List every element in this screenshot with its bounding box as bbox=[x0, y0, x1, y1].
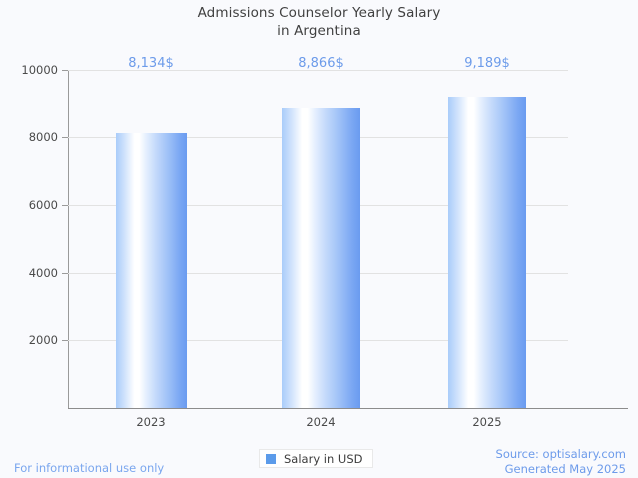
chart-title-line-1: Admissions Counselor Yearly Salary bbox=[197, 5, 441, 21]
footer-generated: Generated May 2025 bbox=[504, 462, 626, 476]
y-axis-line bbox=[68, 70, 69, 409]
footer-source: Source: optisalary.com bbox=[495, 447, 626, 461]
y-tick-mark bbox=[62, 273, 68, 274]
y-tick-label-2000: 2000 bbox=[28, 333, 58, 347]
legend-label-salary-in-usd: Salary in USD bbox=[284, 451, 363, 466]
chart-title-line-2: in Argentina bbox=[277, 23, 361, 39]
bar-2024[interactable] bbox=[282, 108, 360, 408]
y-tick-mark bbox=[62, 70, 68, 71]
chart-legend[interactable]: Salary in USD bbox=[259, 449, 373, 468]
y-tick-label-8000: 8000 bbox=[28, 130, 58, 144]
y-tick-mark bbox=[62, 137, 68, 138]
bar-2025[interactable] bbox=[448, 97, 526, 408]
x-tick-label-2025: 2025 bbox=[472, 415, 502, 429]
y-tick-label-10000: 10000 bbox=[21, 63, 58, 77]
y-tick-mark bbox=[62, 340, 68, 341]
y-tick-mark bbox=[62, 205, 68, 206]
bar-label-2025: 9,189$ bbox=[464, 56, 510, 71]
x-tick-label-2023: 2023 bbox=[136, 415, 166, 429]
bar-2023[interactable] bbox=[116, 133, 187, 408]
footer-attribution: Source: optisalary.com Generated May 202… bbox=[496, 447, 626, 477]
y-tick-label-6000: 6000 bbox=[28, 198, 58, 212]
gridline bbox=[68, 70, 568, 71]
footer-disclaimer: For informational use only bbox=[14, 461, 165, 475]
y-tick-label-4000: 4000 bbox=[28, 266, 58, 280]
x-axis-line bbox=[68, 408, 628, 409]
bar-label-2024: 8,866$ bbox=[298, 56, 344, 71]
legend-swatch-icon bbox=[266, 453, 276, 464]
x-tick-label-2024: 2024 bbox=[306, 415, 336, 429]
bar-label-2023: 8,134$ bbox=[128, 56, 174, 71]
chart-title: Admissions Counselor Yearly Salary in Ar… bbox=[0, 4, 638, 40]
